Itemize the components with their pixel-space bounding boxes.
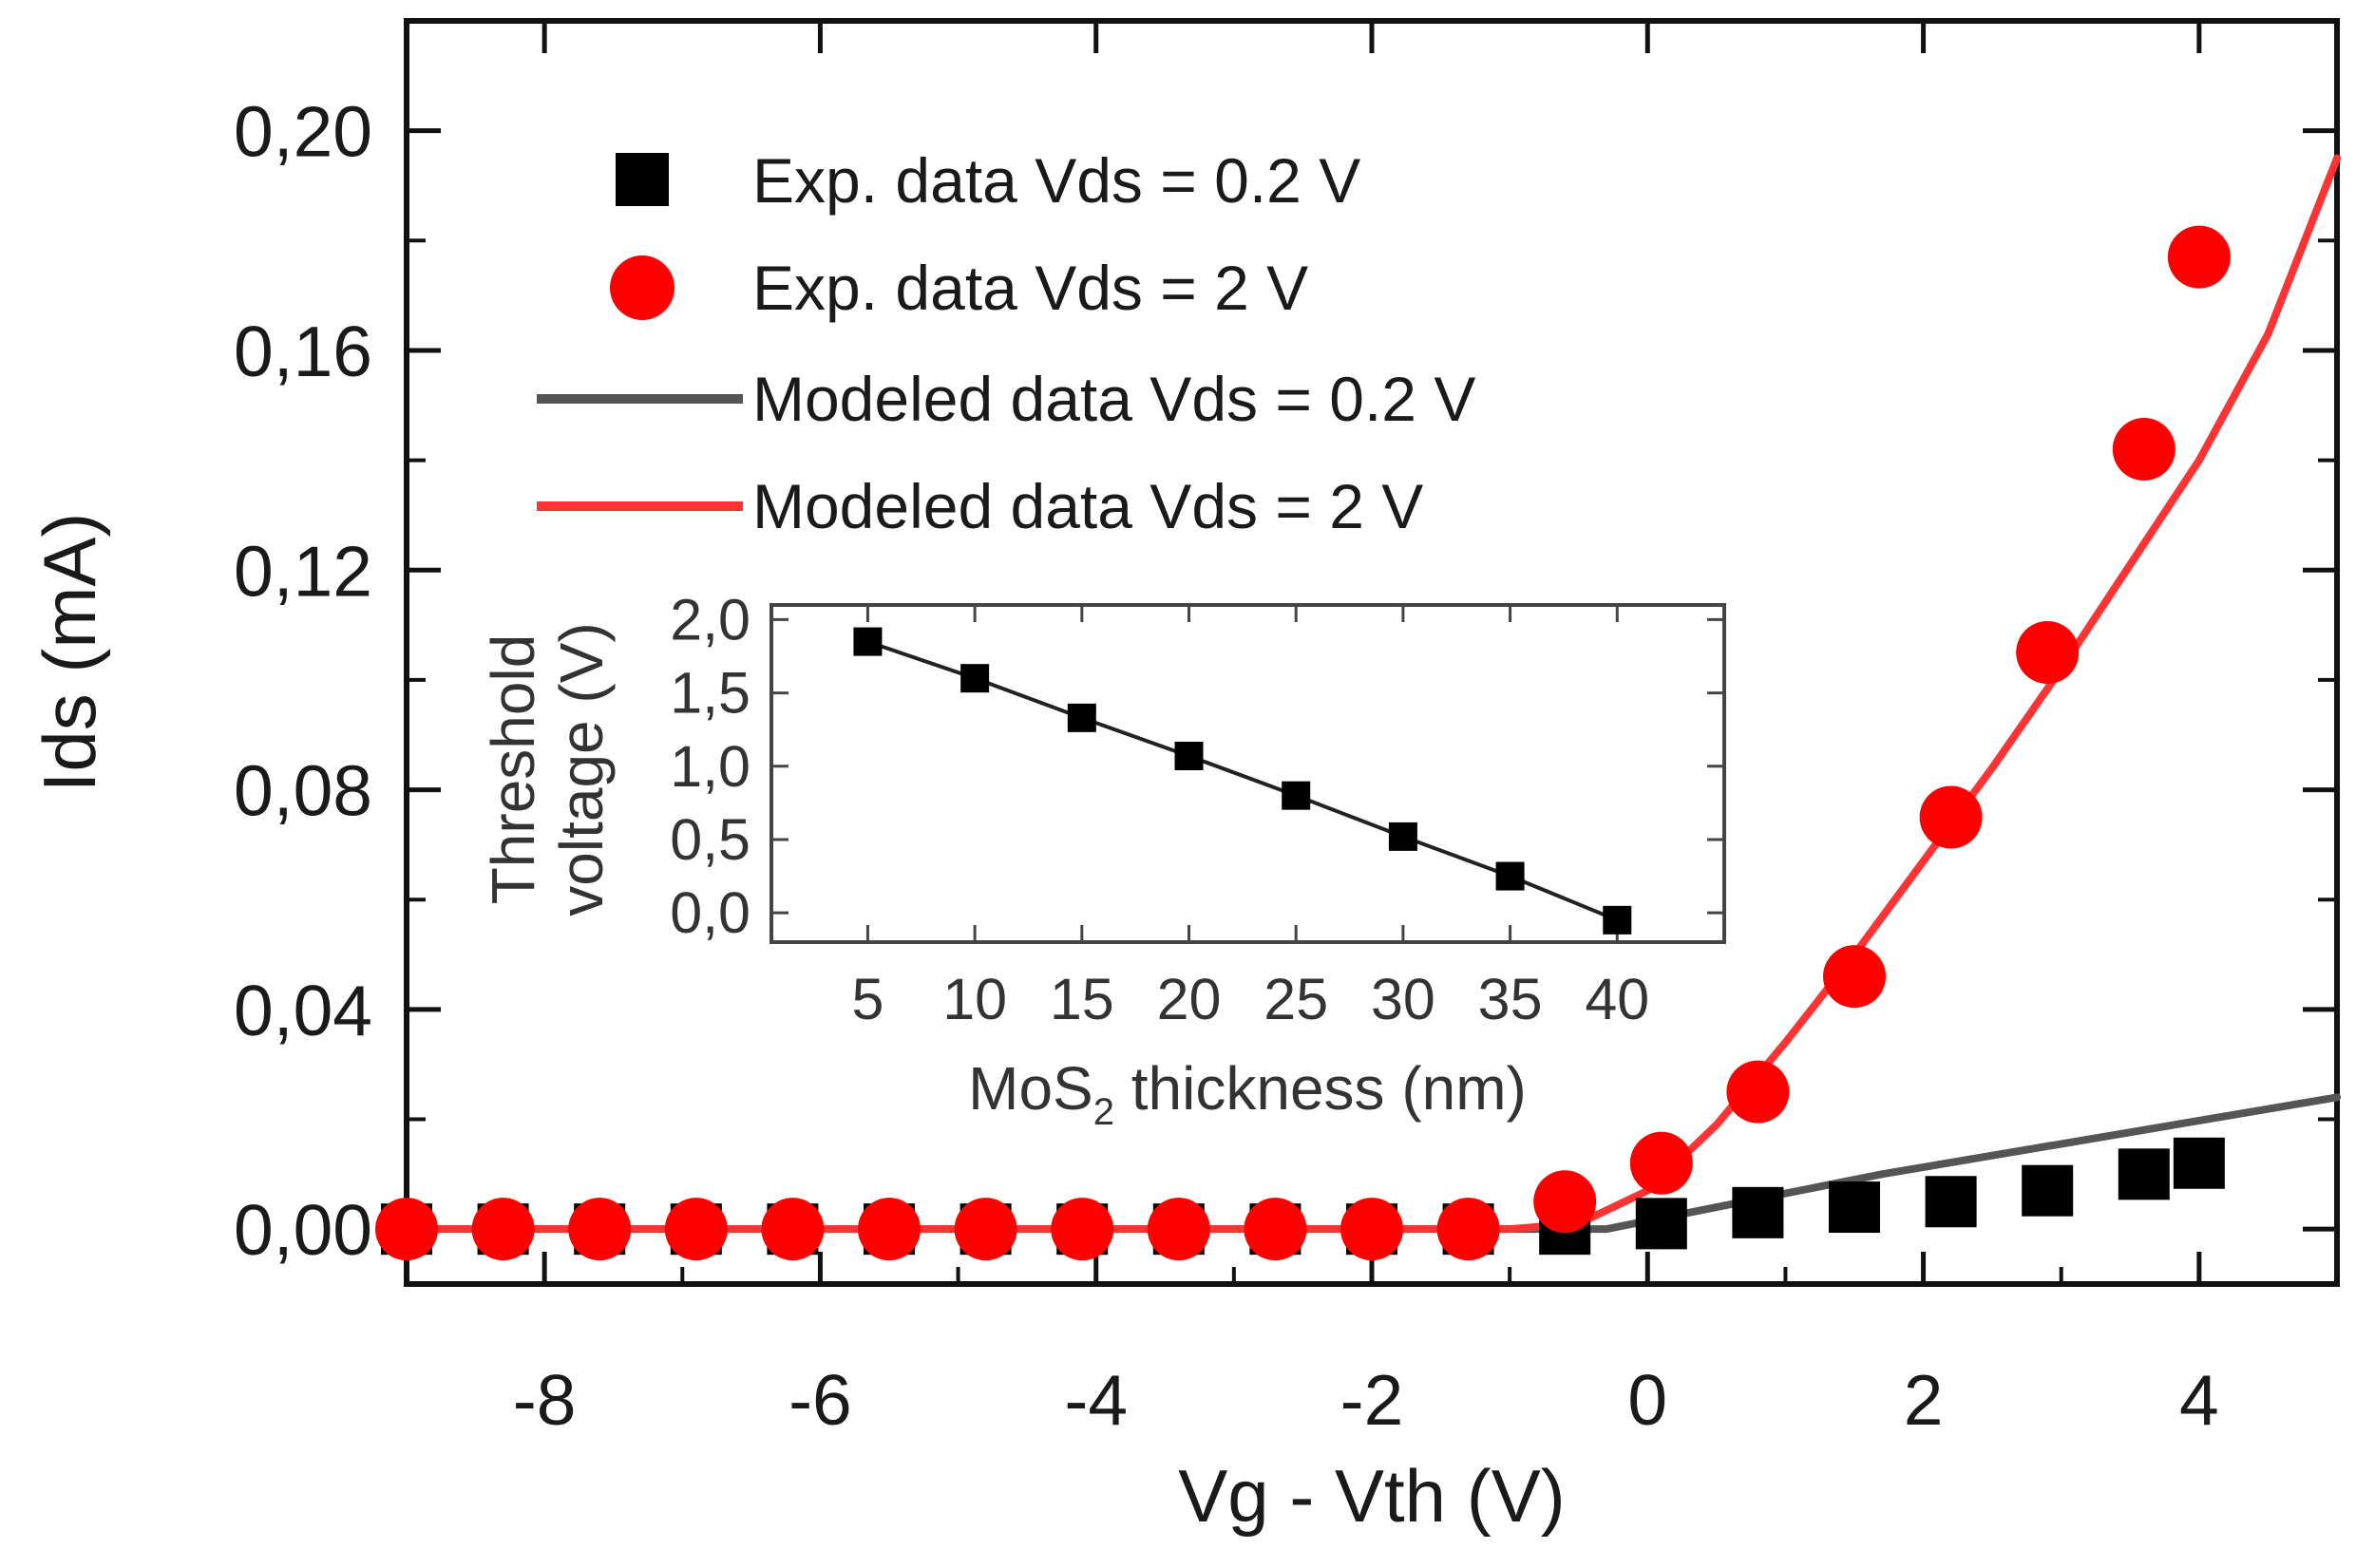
- inset-y-axis-title-line2: voltage (V): [547, 622, 616, 916]
- inset-series-line: [866, 639, 1619, 922]
- inset-trend-line: [866, 639, 1619, 922]
- main-x-tick-labels: -8 -6 -4 -2 0 2 4: [513, 1360, 2219, 1440]
- inset-chart: 5 10 15 20 25 30 35 40 0,0 0,5 1,0 1,5 2,0 MoS2 thi…: [479, 587, 1726, 1133]
- inset-x-tick-label: 30: [1371, 967, 1435, 1031]
- data-point-circle: [664, 1198, 728, 1261]
- data-point-circle: [1340, 1198, 1403, 1261]
- main-chart: -8 -6 -4 -2 0 2 4 0,00 0,04 0,08 0,12 0,16 0,20 Vg …: [28, 18, 2341, 1538]
- data-point-circle: [954, 1198, 1017, 1261]
- inset-x-axis-title-rest: thickness (nm): [1114, 1054, 1527, 1123]
- main-x-tick-label: 2: [1904, 1360, 1944, 1440]
- inset-x-axis-title-main: MoS: [968, 1054, 1093, 1123]
- main-y-tick-label: 0,04: [234, 971, 372, 1050]
- data-point-circle: [2167, 225, 2231, 289]
- data-point-square: [2173, 1137, 2225, 1189]
- inset-x-tick-label: 40: [1585, 967, 1649, 1031]
- legend-marker-square: [616, 153, 669, 206]
- main-y-tick-label: 0,20: [234, 92, 372, 172]
- inset-x-tick-label: 20: [1157, 967, 1222, 1031]
- main-x-axis-title: Vg - Vth (V): [1178, 1454, 1565, 1538]
- data-point-square: [2118, 1148, 2170, 1200]
- main-data-markers: [375, 225, 2231, 1261]
- data-point-circle: [1533, 1170, 1597, 1234]
- inset-x-tick-labels: 5 10 15 20 25 30 35 40: [851, 967, 1649, 1031]
- inset-y-axis-title-line1: Threshold: [479, 634, 547, 905]
- legend-label-exp-0-2v: Exp. data Vds = 0.2 V: [752, 145, 1360, 216]
- data-point-circle: [2016, 621, 2080, 684]
- main-y-tick-labels: 0,00 0,04 0,08 0,12 0,16 0,20: [234, 92, 372, 1271]
- inset-data-point: [960, 664, 990, 693]
- data-point-circle: [1051, 1198, 1114, 1261]
- inset-y-tick-label: 0,0: [670, 880, 750, 945]
- inset-data-point: [1495, 861, 1525, 891]
- data-point-circle: [1629, 1131, 1693, 1195]
- data-point-circle: [1919, 785, 1983, 849]
- inset-data-markers: [853, 627, 1632, 935]
- data-point-square: [1732, 1186, 1784, 1238]
- inset-data-point: [1603, 905, 1632, 935]
- data-point-square: [2022, 1164, 2074, 1217]
- data-point-circle: [1823, 945, 1886, 1009]
- main-y-ticks: [407, 128, 2337, 1232]
- legend-label-exp-2v: Exp. data Vds = 2 V: [752, 253, 1308, 323]
- main-y-tick-label: 0,08: [234, 751, 372, 831]
- data-point-circle: [858, 1198, 921, 1261]
- main-y-tick-label: 0,00: [234, 1190, 372, 1270]
- main-y-tick-label: 0,16: [234, 312, 372, 391]
- inset-data-point: [1174, 741, 1204, 770]
- inset-plot-frame: [770, 603, 1726, 944]
- data-point-square: [1925, 1176, 1977, 1228]
- main-x-tick-label: -8: [513, 1360, 577, 1440]
- inset-y-tick-label: 0,5: [670, 807, 750, 872]
- inset-data-point: [1067, 703, 1096, 732]
- inset-x-tick-label: 25: [1264, 967, 1328, 1031]
- legend-label-model-2v: Modeled data Vds = 2 V: [752, 471, 1423, 541]
- legend-marker-circle: [610, 255, 674, 320]
- data-point-circle: [568, 1198, 632, 1261]
- inset-x-tick-label: 15: [1050, 967, 1114, 1031]
- main-x-tick-label: -2: [1340, 1360, 1404, 1440]
- data-point-square: [1635, 1198, 1687, 1250]
- main-y-axis-title: Ids (mA): [28, 513, 111, 793]
- main-x-tick-label: -4: [1064, 1360, 1128, 1440]
- inset-y-tick-label: 2,0: [670, 587, 750, 652]
- data-point-circle: [1726, 1060, 1790, 1124]
- legend: Exp. data Vds = 0.2 V Exp. data Vds = 2 …: [537, 145, 1475, 541]
- inset-x-tick-label: 5: [851, 967, 884, 1031]
- inset-x-ticks: [865, 605, 1619, 942]
- main-x-ticks: [405, 21, 2339, 1284]
- data-point-circle: [1147, 1198, 1210, 1261]
- inset-data-point: [853, 627, 883, 656]
- inset-data-point: [1282, 781, 1311, 810]
- data-point-circle: [1436, 1198, 1500, 1261]
- main-y-tick-label: 0,12: [234, 531, 372, 611]
- inset-y-ticks: [771, 617, 1724, 915]
- inset-y-tick-labels: 0,0 0,5 1,0 1,5 2,0: [670, 587, 750, 945]
- main-x-tick-label: 4: [2179, 1360, 2219, 1440]
- main-x-tick-label: 0: [1627, 1360, 1667, 1440]
- inset-x-tick-label: 35: [1478, 967, 1543, 1031]
- inset-data-point: [1388, 822, 1417, 851]
- data-point-circle: [471, 1198, 535, 1261]
- data-point-square: [1829, 1181, 1880, 1234]
- inset-x-axis-title-subscript: 2: [1093, 1091, 1114, 1133]
- main-x-tick-label: -6: [788, 1360, 852, 1440]
- data-point-circle: [761, 1198, 825, 1261]
- inset-x-axis-title: MoS2 thickness (nm): [968, 1054, 1527, 1133]
- data-point-circle: [2112, 418, 2176, 482]
- inset-y-tick-label: 1,0: [670, 734, 750, 799]
- legend-label-model-0-2v: Modeled data Vds = 0.2 V: [752, 364, 1475, 434]
- data-point-circle: [375, 1198, 438, 1261]
- inset-y-tick-label: 1,5: [670, 661, 750, 726]
- data-point-circle: [1244, 1198, 1307, 1261]
- inset-x-tick-label: 10: [942, 967, 1007, 1031]
